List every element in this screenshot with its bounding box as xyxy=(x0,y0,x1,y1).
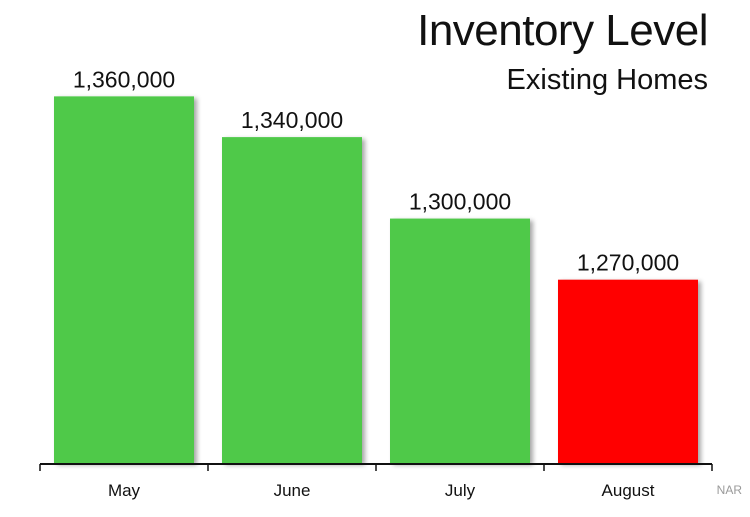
bar-august xyxy=(558,279,698,463)
x-tick-label-may: May xyxy=(108,481,141,500)
bar-may xyxy=(54,96,194,464)
x-tick-labels-group: May June July August xyxy=(108,481,655,500)
x-tick-label-august: August xyxy=(602,481,655,500)
bars-group xyxy=(54,96,698,464)
chart-subtitle: Existing Homes xyxy=(506,64,708,96)
x-tick-label-june: June xyxy=(274,481,311,500)
data-labels-group: 1,360,000 1,340,000 1,300,000 1,270,000 xyxy=(73,66,679,275)
data-label-august: 1,270,000 xyxy=(577,250,679,276)
x-axis xyxy=(39,463,713,471)
bar-june xyxy=(222,137,362,463)
source-credit: NAR xyxy=(716,483,742,497)
bar-july xyxy=(390,218,530,463)
data-label-june: 1,340,000 xyxy=(241,107,343,133)
chart-title: Inventory Level xyxy=(417,6,708,55)
data-label-may: 1,360,000 xyxy=(73,66,175,92)
data-label-july: 1,300,000 xyxy=(409,189,511,215)
x-tick-label-july: July xyxy=(445,481,476,500)
